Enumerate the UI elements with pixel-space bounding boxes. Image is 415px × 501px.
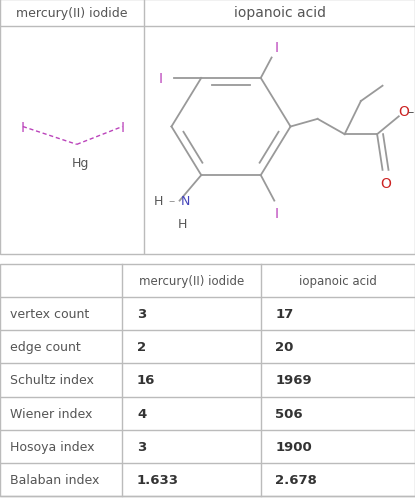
Text: Wiener index: Wiener index xyxy=(10,407,93,420)
Text: –: – xyxy=(168,195,175,208)
Text: I: I xyxy=(275,207,279,221)
Text: Hosoya index: Hosoya index xyxy=(10,440,95,453)
Text: 506: 506 xyxy=(275,407,303,420)
Text: I: I xyxy=(159,72,163,86)
Text: 1969: 1969 xyxy=(275,374,312,387)
Text: Balaban index: Balaban index xyxy=(10,473,100,486)
Text: 4: 4 xyxy=(137,407,146,420)
Text: 3: 3 xyxy=(137,440,146,453)
Text: 2: 2 xyxy=(137,341,146,354)
Text: iopanoic acid: iopanoic acid xyxy=(299,275,377,288)
Text: O: O xyxy=(399,105,410,119)
Text: 20: 20 xyxy=(275,341,293,354)
Text: vertex count: vertex count xyxy=(10,308,90,321)
Text: 3: 3 xyxy=(137,308,146,321)
Text: H: H xyxy=(153,195,163,208)
Text: N: N xyxy=(181,195,190,208)
Text: 1.633: 1.633 xyxy=(137,473,179,486)
Text: 16: 16 xyxy=(137,374,155,387)
Text: I: I xyxy=(120,120,124,134)
Text: 2.678: 2.678 xyxy=(275,473,317,486)
Text: Schultz index: Schultz index xyxy=(10,374,94,387)
Text: H: H xyxy=(178,217,187,230)
Text: I: I xyxy=(21,120,25,134)
Text: edge count: edge count xyxy=(10,341,81,354)
Text: – H: – H xyxy=(408,106,415,118)
Text: O: O xyxy=(380,176,391,190)
Text: 17: 17 xyxy=(275,308,293,321)
Text: mercury(II) iodide: mercury(II) iodide xyxy=(17,7,128,20)
Text: Hg: Hg xyxy=(72,156,90,169)
Text: 1900: 1900 xyxy=(275,440,312,453)
Text: I: I xyxy=(275,41,279,55)
Text: iopanoic acid: iopanoic acid xyxy=(234,7,326,21)
Text: mercury(II) iodide: mercury(II) iodide xyxy=(139,275,244,288)
